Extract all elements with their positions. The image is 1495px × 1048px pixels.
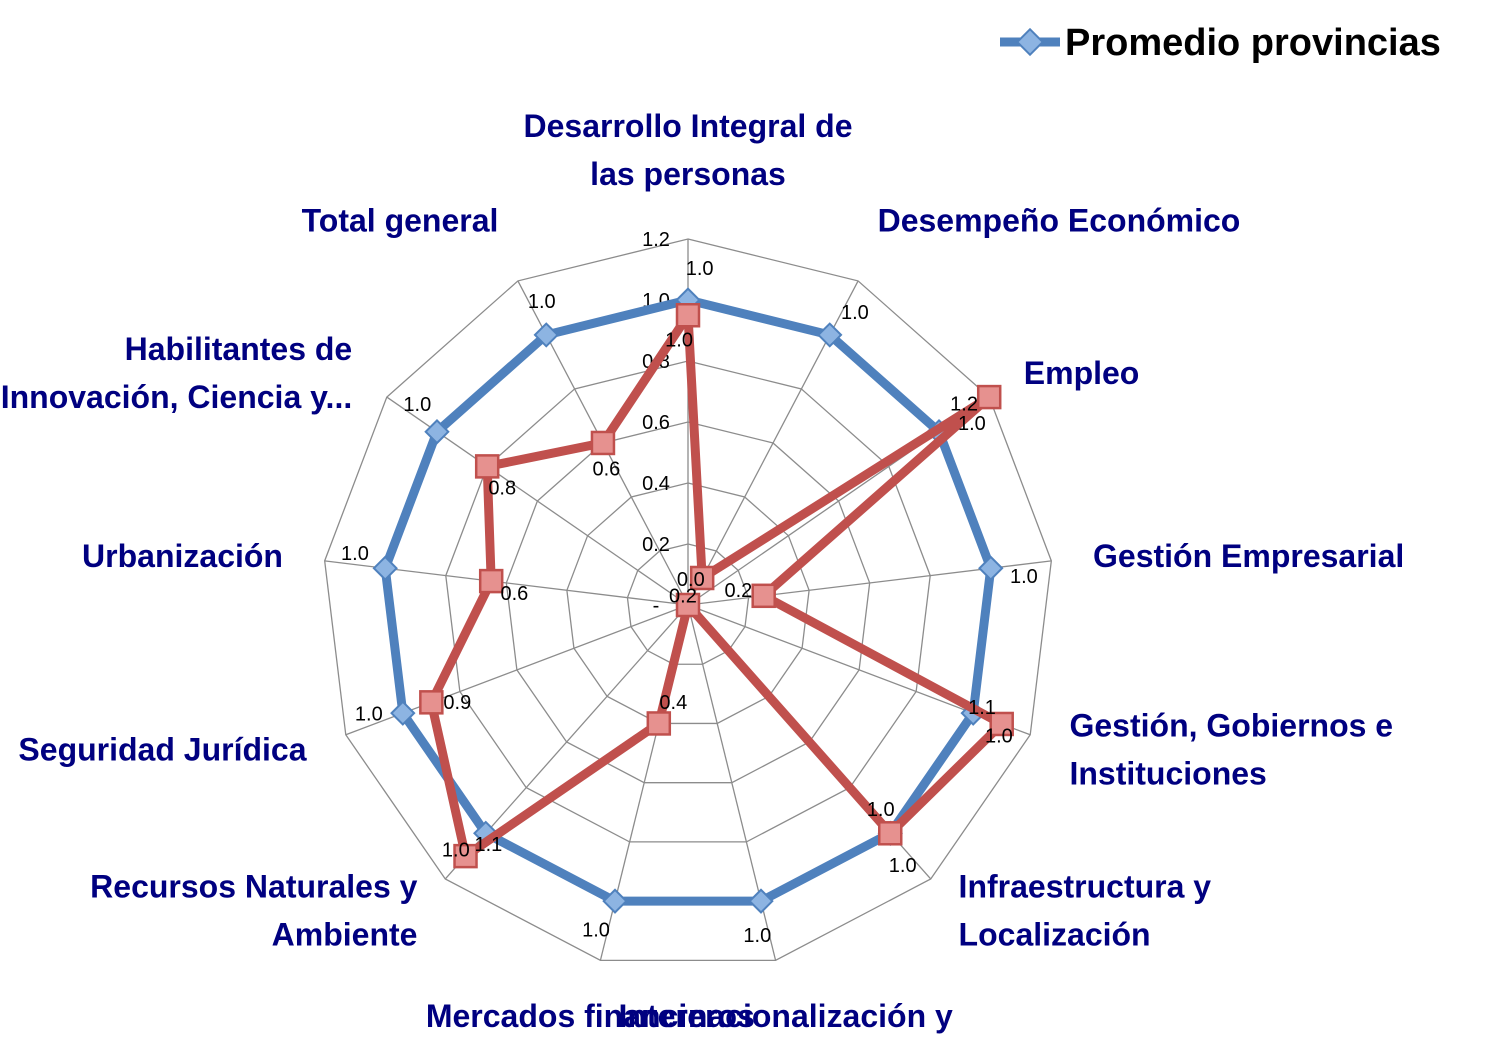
axis-label-line: Seguridad Jurídica xyxy=(18,732,306,768)
axis-label-line: Innovación, Ciencia y... xyxy=(1,379,353,415)
axis-labels: Desarrollo Integral de las personas Desemp… xyxy=(1,108,1405,1048)
axis-label-line: Desarrollo Integral de xyxy=(524,108,853,144)
data-label: 1.0 xyxy=(743,925,771,947)
series-0-marker xyxy=(978,555,1004,581)
series-1-marker xyxy=(751,583,776,609)
data-label: 1.0 xyxy=(958,413,986,435)
radial-tick-labels: -0.20.40.60.81.01.2 xyxy=(642,229,670,617)
axis-label-line: Infraestructura y xyxy=(959,868,1212,904)
series-1-marker xyxy=(646,711,672,736)
data-label: 0.8 xyxy=(488,478,516,500)
series-1-marker xyxy=(590,430,616,456)
axis-label: Empleo xyxy=(1024,355,1140,391)
series-0-marker xyxy=(390,700,416,726)
data-label: 1.2 xyxy=(950,394,978,416)
data-label: 1.0 xyxy=(889,855,917,877)
axis-label-line: Internacionalización y xyxy=(618,998,953,1034)
data-label: 1.0 xyxy=(341,543,369,565)
axis-label: Internacionalización y Apertura xyxy=(618,998,953,1048)
data-label: 1.0 xyxy=(442,839,470,861)
series-1-marker xyxy=(675,592,701,618)
legend-diamond-marker xyxy=(1015,27,1045,57)
series-line-0 xyxy=(380,295,996,906)
axis-label-line: Empleo xyxy=(1024,355,1140,391)
axis-label: Gestión, Gobiernos e Instituciones xyxy=(1069,708,1393,792)
data-labels: 1.01.01.01.01.01.01.01.01.01.01.01.01.01… xyxy=(341,258,1038,947)
data-label: 1.0 xyxy=(1010,566,1038,588)
data-label: 1.0 xyxy=(582,919,610,941)
series-1-marker xyxy=(989,711,1014,737)
data-label: 0.6 xyxy=(500,583,528,605)
axis-label-line: Desempeño Económico xyxy=(878,203,1241,239)
axis-label-line: Total general xyxy=(302,203,499,239)
data-label: 1.0 xyxy=(665,330,693,352)
data-label: 0.2 xyxy=(724,580,752,602)
series-0-marker xyxy=(602,888,628,914)
axis-label-line: Mercados financieros xyxy=(426,998,755,1034)
axis-label-line: Gestión Empresarial xyxy=(1093,538,1404,574)
axis-label-line: Ambiente xyxy=(272,916,418,952)
data-label: 1.0 xyxy=(355,704,383,726)
axis-label-line: Gestión, Gobiernos e xyxy=(1069,708,1393,744)
data-label: 1.0 xyxy=(686,258,714,280)
radial-tick-label: 0.2 xyxy=(642,534,670,556)
data-label: 1.1 xyxy=(968,697,996,719)
axis-label: Desarrollo Integral de las personas xyxy=(524,108,853,192)
series-1-marker xyxy=(689,565,715,591)
grid-ring xyxy=(505,421,871,784)
axis-label: Total general xyxy=(302,203,499,239)
data-label: 1.0 xyxy=(985,725,1013,747)
series-1-marker xyxy=(675,303,701,328)
axis-label: Urbanización xyxy=(82,538,283,574)
data-label: 0.2 xyxy=(669,585,697,607)
series-0-marker xyxy=(424,419,450,445)
axis-label: Gestión Empresarial xyxy=(1093,538,1404,574)
radial-tick-label: - xyxy=(653,595,660,617)
data-label: 1.0 xyxy=(403,394,431,416)
axis-label: Infraestructura y Localización xyxy=(959,868,1212,952)
data-label: 1.0 xyxy=(841,302,869,324)
axis-label-line: Recursos Naturales y xyxy=(90,868,417,904)
series-0-marker xyxy=(533,322,559,348)
axis-label-line: Localización xyxy=(959,916,1151,952)
axis-label-line: Habilitantes de xyxy=(125,331,353,367)
axis-label: Mercados financieros xyxy=(426,998,755,1034)
data-label: 0.4 xyxy=(659,692,687,714)
grid-ring xyxy=(626,543,750,665)
series-1-marker xyxy=(453,843,478,869)
data-label: 0.9 xyxy=(443,692,471,714)
data-label: 0.6 xyxy=(593,459,621,481)
axis-label: Seguridad Jurídica xyxy=(18,732,306,768)
legend-entry: Promedio provincias xyxy=(1065,22,1441,64)
series-0-marker xyxy=(817,322,843,348)
series-0-marker xyxy=(372,555,398,581)
radial-tick-label: 0.4 xyxy=(642,473,670,495)
series-0-marker xyxy=(748,888,774,914)
series-group xyxy=(372,287,1014,914)
data-label: 1.0 xyxy=(867,799,895,821)
legend: Promedio provincias xyxy=(1000,22,1441,64)
axis-label-line: Apertura xyxy=(719,1046,853,1048)
axis-label: Desempeño Económico xyxy=(878,203,1241,239)
series-line-1 xyxy=(426,310,1007,861)
axis-label-line: las personas xyxy=(590,156,786,192)
axis-label: Recursos Naturales y Ambiente xyxy=(90,868,417,952)
radial-tick-label: 0.6 xyxy=(642,412,670,434)
axis-label-line: Instituciones xyxy=(1069,756,1266,792)
series-1-marker xyxy=(478,568,504,594)
grid-ring xyxy=(324,238,1052,962)
grid-ring xyxy=(566,482,810,725)
series-1-marker xyxy=(419,690,444,715)
axis-label-line: Urbanización xyxy=(82,538,283,574)
series-1-marker xyxy=(976,384,1002,410)
series-1-marker xyxy=(878,821,903,846)
data-label: 1.1 xyxy=(474,834,502,856)
data-label: 1.0 xyxy=(528,291,556,313)
data-label: 0.0 xyxy=(677,569,705,591)
series-1-marker xyxy=(474,454,500,479)
radial-tick-label: 1.2 xyxy=(642,229,670,251)
axis-label: Habilitantes de Innovación, Ciencia y... xyxy=(1,331,353,415)
